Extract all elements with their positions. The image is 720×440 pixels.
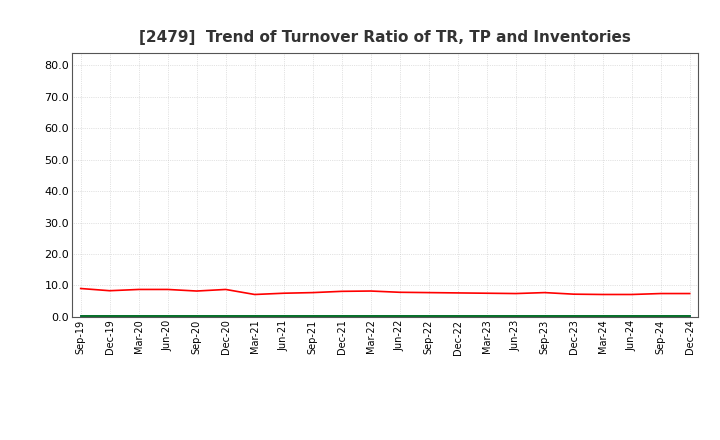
Inventories <box>251 314 259 319</box>
Trade Payables <box>541 313 549 318</box>
Trade Payables <box>657 313 665 318</box>
Trade Payables <box>685 313 694 318</box>
Inventories <box>541 314 549 319</box>
Inventories <box>279 314 288 319</box>
Trade Receivables <box>163 287 172 292</box>
Inventories <box>192 314 201 319</box>
Inventories <box>338 314 346 319</box>
Trade Payables <box>482 313 491 318</box>
Trade Receivables <box>454 290 462 296</box>
Trade Payables <box>598 313 607 318</box>
Inventories <box>395 314 404 319</box>
Trade Payables <box>424 313 433 318</box>
Trade Receivables <box>135 287 143 292</box>
Trade Payables <box>627 313 636 318</box>
Trade Payables <box>251 313 259 318</box>
Inventories <box>511 314 520 319</box>
Trade Receivables <box>511 291 520 296</box>
Inventories <box>657 314 665 319</box>
Inventories <box>454 314 462 319</box>
Inventories <box>570 314 578 319</box>
Trade Payables <box>76 313 85 318</box>
Trade Receivables <box>105 288 114 293</box>
Inventories <box>163 314 172 319</box>
Inventories <box>221 314 230 319</box>
Trade Payables <box>192 313 201 318</box>
Trade Receivables <box>482 290 491 296</box>
Trade Receivables <box>251 292 259 297</box>
Inventories <box>308 314 317 319</box>
Trade Payables <box>366 313 375 318</box>
Trade Receivables <box>221 287 230 292</box>
Title: [2479]  Trend of Turnover Ratio of TR, TP and Inventories: [2479] Trend of Turnover Ratio of TR, TP… <box>139 29 631 45</box>
Trade Receivables <box>338 289 346 294</box>
Trade Payables <box>570 313 578 318</box>
Trade Receivables <box>76 286 85 291</box>
Inventories <box>424 314 433 319</box>
Trade Payables <box>511 313 520 318</box>
Inventories <box>76 314 85 319</box>
Trade Receivables <box>424 290 433 295</box>
Trade Receivables <box>598 292 607 297</box>
Trade Receivables <box>541 290 549 295</box>
Inventories <box>366 314 375 319</box>
Inventories <box>627 314 636 319</box>
Line: Trade Receivables: Trade Receivables <box>81 289 690 294</box>
Inventories <box>482 314 491 319</box>
Trade Payables <box>105 313 114 318</box>
Trade Payables <box>221 313 230 318</box>
Trade Receivables <box>685 291 694 296</box>
Trade Payables <box>308 313 317 318</box>
Inventories <box>598 314 607 319</box>
Inventories <box>105 314 114 319</box>
Inventories <box>135 314 143 319</box>
Trade Payables <box>338 313 346 318</box>
Trade Receivables <box>627 292 636 297</box>
Trade Payables <box>395 313 404 318</box>
Trade Receivables <box>657 291 665 296</box>
Trade Payables <box>279 313 288 318</box>
Trade Payables <box>163 313 172 318</box>
Trade Receivables <box>279 290 288 296</box>
Trade Receivables <box>308 290 317 295</box>
Trade Receivables <box>192 288 201 293</box>
Trade Receivables <box>570 292 578 297</box>
Trade Receivables <box>395 290 404 295</box>
Inventories <box>685 314 694 319</box>
Trade Payables <box>454 313 462 318</box>
Trade Payables <box>135 313 143 318</box>
Trade Receivables <box>366 288 375 293</box>
